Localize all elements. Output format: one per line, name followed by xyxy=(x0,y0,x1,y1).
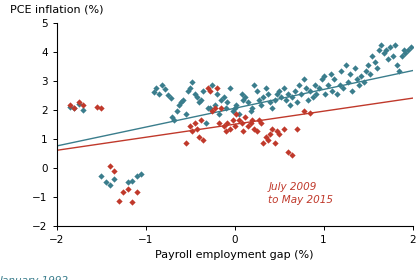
Text: January 1992
to June 2009: January 1992 to June 2009 xyxy=(0,276,69,280)
Text: July 2009
to May 2015: July 2009 to May 2015 xyxy=(268,182,333,206)
X-axis label: Payroll employment gap (%): Payroll employment gap (%) xyxy=(155,250,314,260)
Text: PCE inflation (%): PCE inflation (%) xyxy=(10,5,104,15)
